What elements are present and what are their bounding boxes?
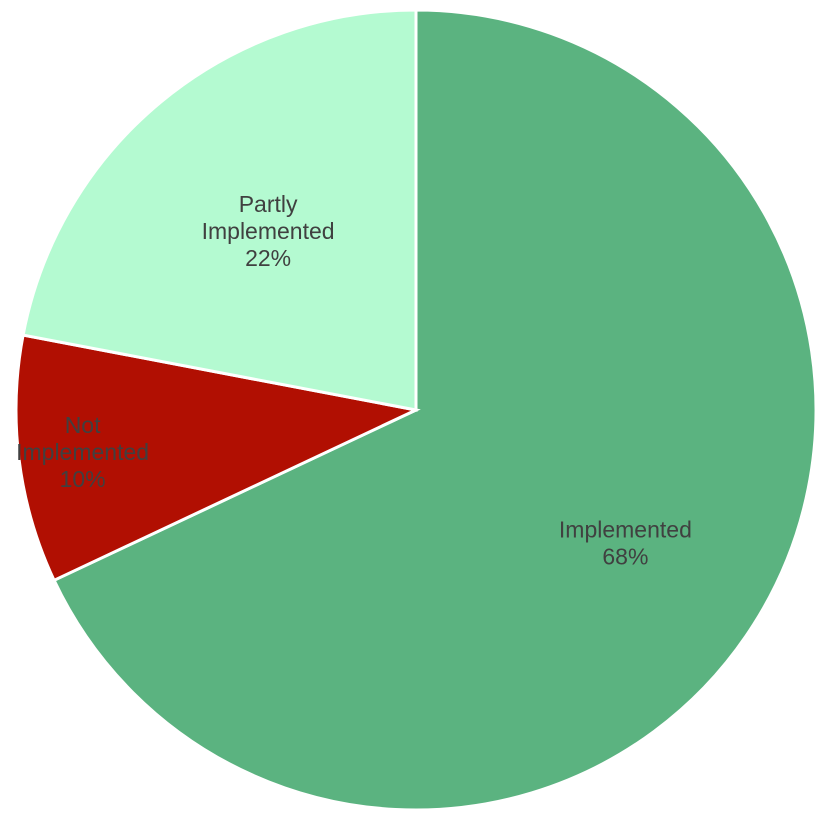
slice-label-implemented: Implemented 68% bbox=[559, 516, 692, 569]
pie-slices bbox=[14, 8, 815, 812]
pie-slice-not-implemented bbox=[14, 333, 421, 583]
slice-name-label: Implemented bbox=[16, 439, 149, 465]
slice-label-partly-implemented: Partly Implemented 22% bbox=[202, 191, 335, 271]
slice-label-not-implemented: Not Implemented 10% bbox=[16, 412, 149, 492]
slice-percent-label: 22% bbox=[245, 245, 291, 271]
slice-name-label: Not bbox=[65, 412, 101, 438]
slice-name-label: Partly bbox=[239, 191, 298, 217]
pie-slice-partly-implemented bbox=[21, 8, 418, 412]
pie-slice-implemented bbox=[52, 8, 815, 812]
slice-name-label: Implemented bbox=[202, 218, 335, 244]
slice-percent-label: 10% bbox=[60, 466, 106, 492]
slice-name-label: Implemented bbox=[559, 516, 692, 542]
slice-percent-label: 68% bbox=[602, 543, 648, 569]
pie-labels: Implemented 68%Not Implemented 10%Partly Imp… bbox=[16, 191, 692, 569]
